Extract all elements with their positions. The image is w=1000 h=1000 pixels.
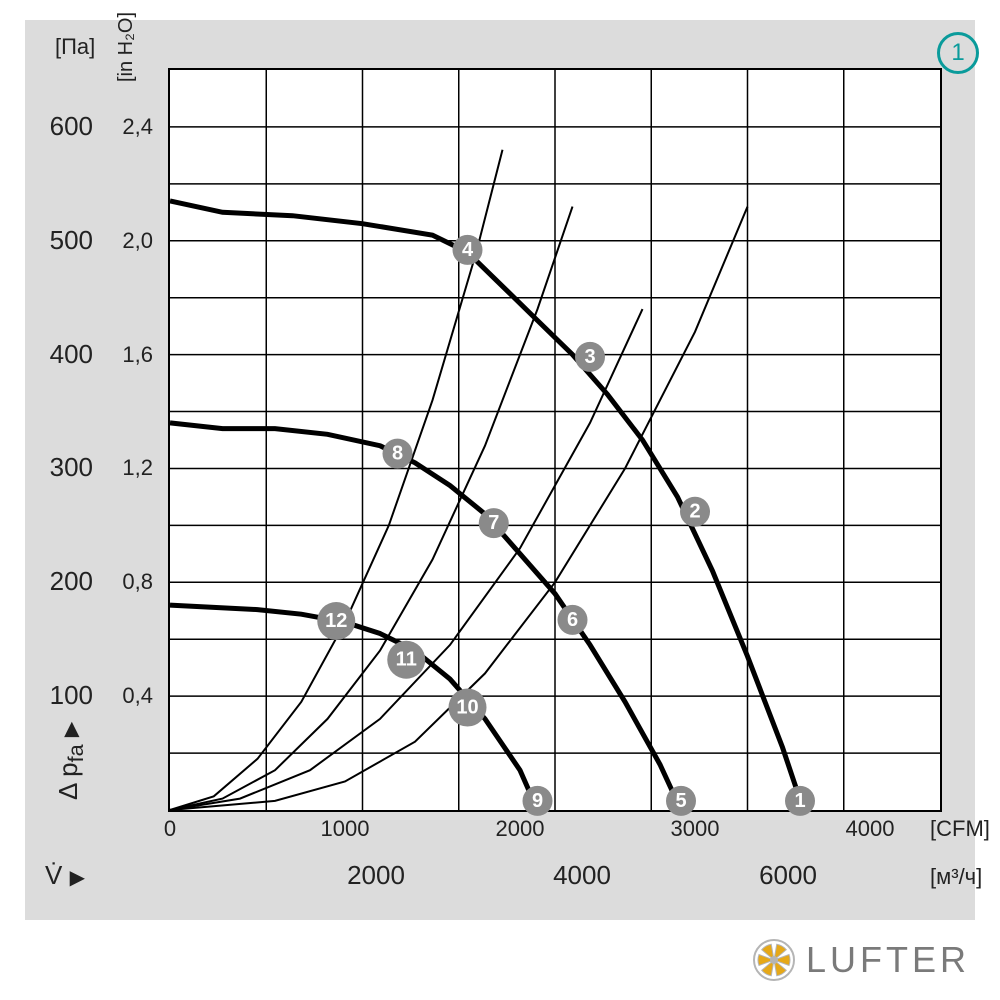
x-axis-label: V̇ ▶ <box>45 860 85 891</box>
svg-text:6: 6 <box>567 609 578 631</box>
y-inner-tick: 0,8 <box>103 569 153 595</box>
x-outer-unit: [м³/ч] <box>930 864 982 890</box>
x-inner-tick: 0 <box>164 816 176 842</box>
y-inner-tick: 2,4 <box>103 114 153 140</box>
x-inner-tick: 4000 <box>846 816 895 842</box>
svg-text:8: 8 <box>392 443 403 465</box>
y-outer-tick: 500 <box>33 225 93 256</box>
y-outer-tick: 100 <box>33 680 93 711</box>
x-outer-tick: 2000 <box>347 860 405 891</box>
y-inner-unit: [in H₂O] <box>115 12 138 82</box>
x-inner-tick: 3000 <box>671 816 720 842</box>
corner-badge-text: 1 <box>951 39 964 67</box>
x-inner-tick: 2000 <box>496 816 545 842</box>
x-inner-unit: [CFM] <box>930 816 990 842</box>
svg-text:2: 2 <box>689 501 700 523</box>
x-inner-tick: 1000 <box>321 816 370 842</box>
y-outer-tick: 300 <box>33 452 93 483</box>
svg-text:5: 5 <box>675 790 686 812</box>
y-inner-tick: 2,0 <box>103 228 153 254</box>
x-outer-tick: 4000 <box>553 860 611 891</box>
x-outer-tick: 6000 <box>759 860 817 891</box>
y-inner-tick: 1,6 <box>103 342 153 368</box>
svg-text:4: 4 <box>462 239 474 261</box>
logo-icon <box>752 938 796 982</box>
y-inner-tick: 0,4 <box>103 683 153 709</box>
y-axis-label: Δ pfa ▶ <box>53 722 89 800</box>
svg-text:10: 10 <box>456 697 478 719</box>
logo: LUFTER <box>752 938 970 982</box>
y-outer-tick: 200 <box>33 566 93 597</box>
svg-text:3: 3 <box>584 346 595 368</box>
plot-svg: 123456789101112 <box>170 70 940 810</box>
y-outer-tick: 400 <box>33 339 93 370</box>
y-outer-tick: 600 <box>33 111 93 142</box>
svg-text:1: 1 <box>794 790 805 812</box>
svg-text:12: 12 <box>325 610 347 632</box>
svg-text:7: 7 <box>488 512 499 534</box>
logo-text: LUFTER <box>806 939 970 981</box>
svg-text:9: 9 <box>532 790 543 812</box>
y-outer-unit: [Па] <box>55 34 95 60</box>
plot-area: 123456789101112 <box>170 70 940 810</box>
svg-text:11: 11 <box>396 649 417 671</box>
y-inner-tick: 1,2 <box>103 455 153 481</box>
corner-badge: 1 <box>937 32 979 74</box>
